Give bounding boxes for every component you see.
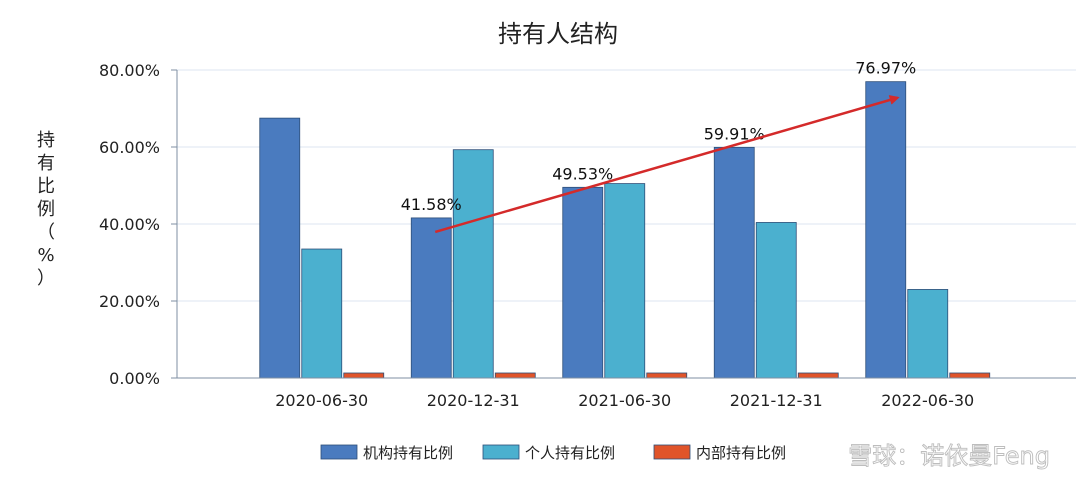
bar-series-1-2021-12-31 <box>755 222 797 379</box>
legend-entry: 内部持有比例 <box>696 444 786 462</box>
x-tick-label: 2021-12-31 <box>730 391 823 410</box>
data-label: 59.91% <box>704 124 765 143</box>
bar-series-1-2022-06-30 <box>907 289 949 379</box>
bar-series-1-2020-12-31 <box>452 149 494 379</box>
bar-series-2-2020-06-30 <box>343 372 385 379</box>
y-axis-label-char: ） <box>37 268 55 289</box>
y-tick-label: 40.00% <box>99 215 160 234</box>
data-label: 76.97% <box>855 59 916 78</box>
y-tick-label: 0.00% <box>109 369 160 388</box>
legend-entry: 个人持有比例 <box>525 444 615 462</box>
legend-entry: 机构持有比例 <box>363 444 453 462</box>
bar-series-0-2021-06-30 <box>562 186 604 379</box>
axes <box>176 70 1076 379</box>
data-label: 41.58% <box>401 195 462 214</box>
y-axis-label-char: 持 <box>37 130 55 151</box>
x-tick-labels: 2020-06-30 2020-12-31 2021-06-30 2021-12-31… <box>275 391 974 410</box>
y-axis-label-char: 例 <box>37 199 55 220</box>
bar-series-1-2021-06-30 <box>604 183 646 379</box>
bar-series-2-2022-06-30 <box>949 372 991 379</box>
bars <box>259 81 991 379</box>
y-axis-label: 持有比例（%） <box>37 130 55 289</box>
chart-title: 持有人结构 <box>498 20 618 48</box>
x-tick-label: 2020-12-31 <box>427 391 520 410</box>
legend-swatch <box>482 444 520 460</box>
legend-swatch <box>320 444 358 460</box>
y-tick-label: 20.00% <box>99 292 160 311</box>
bar-series-2-2020-12-31 <box>494 372 536 379</box>
legend-swatch <box>653 444 691 460</box>
trend-arrow <box>434 95 900 234</box>
bar-series-2-2021-12-31 <box>797 372 839 379</box>
y-axis-label-char: % <box>37 245 54 266</box>
bar-series-0-2020-12-31 <box>410 217 452 379</box>
y-tick-label: 60.00% <box>99 138 160 157</box>
bar-series-1-2020-06-30 <box>301 248 343 379</box>
y-tick-labels: 0.00% 20.00% 40.00% 60.00% 80.00% <box>99 61 160 388</box>
bar-series-0-2022-06-30 <box>865 81 907 379</box>
x-tick-label: 2022-06-30 <box>881 391 974 410</box>
data-labels: 41.58% 49.53% 59.91% 76.97% <box>401 59 917 214</box>
bar-series-0-2021-12-31 <box>713 146 755 379</box>
watermark-text: 雪球：诺依曼Feng <box>848 442 1050 470</box>
y-axis-label-char: 有 <box>37 153 55 174</box>
bar-series-2-2021-06-30 <box>646 372 688 379</box>
y-axis-label-char: （ <box>37 222 55 243</box>
data-label: 49.53% <box>552 164 613 183</box>
x-tick-label: 2021-06-30 <box>578 391 671 410</box>
trend-arrow-line <box>434 95 900 234</box>
x-tick-label: 2020-06-30 <box>275 391 368 410</box>
legend: 机构持有比例 个人持有比例 内部持有比例 <box>320 444 786 462</box>
y-axis-label-char: 比 <box>37 176 55 197</box>
bar-series-0-2020-06-30 <box>259 117 301 379</box>
y-tick-label: 80.00% <box>99 61 160 80</box>
